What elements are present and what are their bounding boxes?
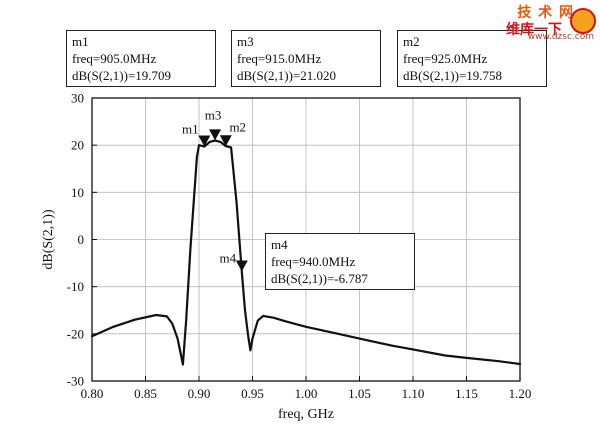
marker-box-m1-value: dB(S(2,1))=19.709	[72, 68, 172, 83]
marker-label-m4: m4	[219, 251, 236, 266]
watermark-brand: 技 术 网	[517, 5, 574, 21]
marker-box-m3: m3 freq=915.0MHz dB(S(2,1))=21.020	[231, 30, 381, 87]
series-line	[90, 139, 522, 366]
x-tick-label: 1.05	[348, 386, 371, 401]
x-tick-label: 0.90	[188, 386, 211, 401]
y-tick-label: -10	[67, 279, 84, 294]
marker-box-m1-title: m1	[72, 34, 89, 49]
marker-m3	[209, 129, 222, 141]
marker-box-m4-title: m4	[271, 237, 288, 252]
y-tick-label: 30	[71, 91, 84, 106]
watermark-brand-cn: 维库一下	[506, 22, 562, 38]
marker-box-m3-value: dB(S(2,1))=21.020	[237, 68, 337, 83]
marker-box-m2-freq: freq=925.0MHz	[403, 51, 488, 66]
x-tick-label: 0.95	[241, 386, 264, 401]
x-tick-label: 0.85	[134, 386, 157, 401]
marker-label-m1: m1	[182, 122, 199, 137]
x-tick-label: 1.20	[509, 386, 532, 401]
x-tick-label: 1.10	[402, 386, 425, 401]
y-tick-label: 0	[78, 232, 85, 247]
marker-box-m3-freq: freq=915.0MHz	[237, 51, 322, 66]
watermark-logo-icon	[570, 8, 596, 34]
x-tick-label: 1.00	[295, 386, 318, 401]
watermark-url: www.dzsc.com	[527, 32, 594, 42]
x-tick-label: 0.80	[81, 386, 104, 401]
marker-m2	[219, 135, 232, 147]
y-tick-label: 20	[71, 138, 84, 153]
marker-label-m2: m2	[229, 119, 246, 134]
y-tick-label: 10	[71, 185, 84, 200]
marker-box-m2-value: dB(S(2,1))=19.758	[403, 68, 503, 83]
y-tick-label: -20	[67, 326, 84, 341]
x-tick-label: 1.15	[455, 386, 478, 401]
marker-box-m4-value: dB(S(2,1))=-6.787	[271, 271, 368, 286]
marker-box-m1-freq: freq=905.0MHz	[72, 51, 157, 66]
marker-box-m2-title: m2	[403, 34, 420, 49]
y-tick-label: -30	[67, 374, 84, 389]
marker-box-m4-freq: freq=940.0MHz	[271, 254, 356, 269]
marker-box-m2: m2 freq=925.0MHz dB(S(2,1))=19.758	[397, 30, 547, 87]
x-axis-label: freq, GHz	[278, 407, 334, 422]
y-axis-label: dB(S(2,1))	[41, 209, 56, 270]
marker-box-m3-title: m3	[237, 34, 254, 49]
marker-box-m1: m1 freq=905.0MHz dB(S(2,1))=19.709	[66, 30, 216, 87]
marker-box-m4: m4 freq=940.0MHz dB(S(2,1))=-6.787	[265, 233, 415, 290]
marker-label-m3: m3	[205, 107, 222, 122]
watermark: 技 术 网 维库一下 www.dzsc.com	[486, 2, 596, 46]
marker-m4	[235, 260, 248, 272]
marker-m1	[198, 135, 211, 147]
